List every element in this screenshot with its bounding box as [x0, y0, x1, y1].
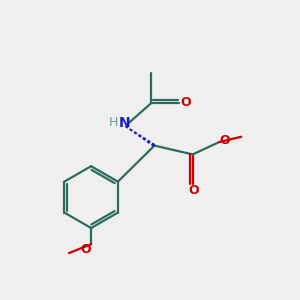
- Text: H: H: [109, 116, 118, 129]
- Text: O: O: [80, 243, 91, 256]
- Text: O: O: [181, 95, 191, 109]
- Text: N: N: [119, 116, 131, 130]
- Text: O: O: [188, 184, 199, 197]
- Text: O: O: [219, 134, 230, 147]
